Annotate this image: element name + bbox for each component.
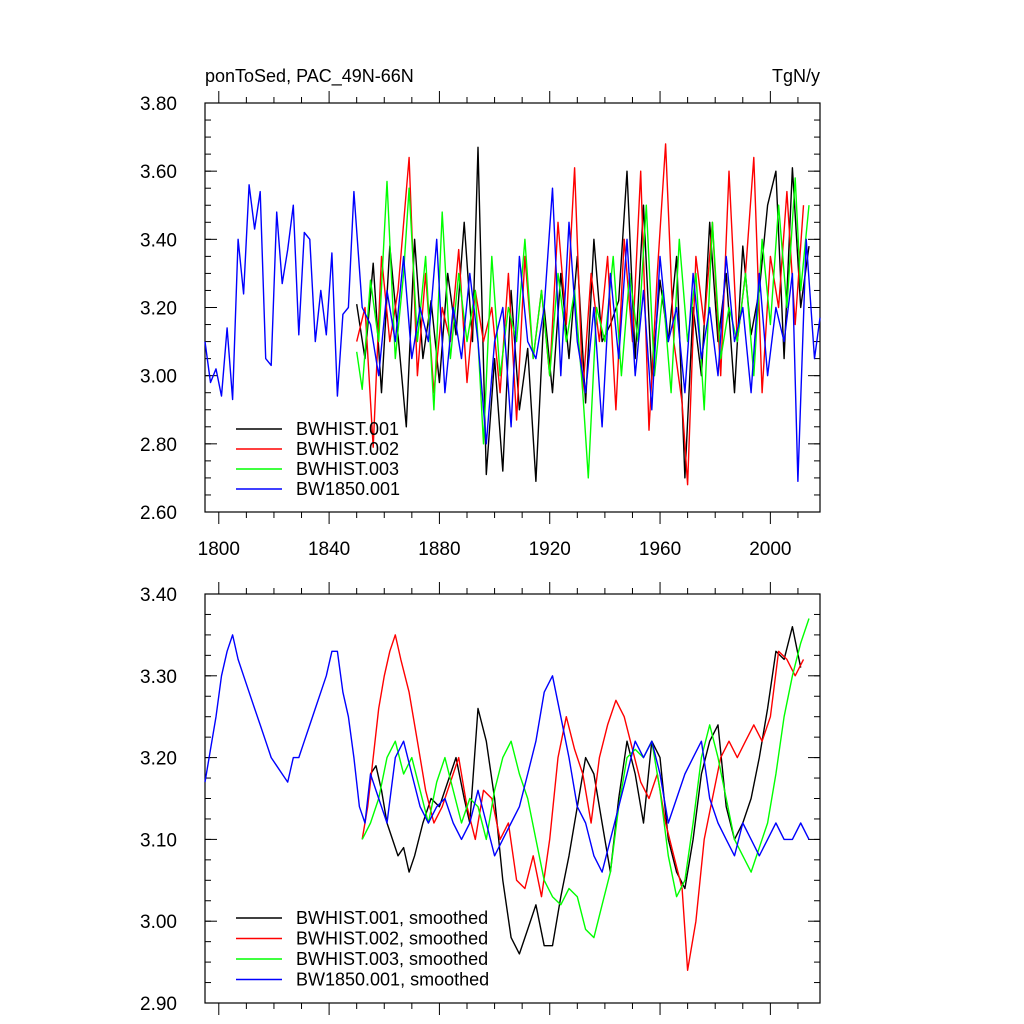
top-chart: ponToSed, PAC_49N-66N TgN/y 2.60 2.80 3.00…: [140, 66, 821, 560]
series-line-3: [356, 177, 810, 479]
series-line-2: [361, 634, 805, 971]
legend-label: BWHIST.003: [296, 459, 399, 479]
series-line-3: [361, 618, 810, 939]
y-tick-label: 3.60: [140, 162, 177, 183]
y-tick-label: 2.60: [140, 503, 177, 524]
bottom-series-group: [204, 618, 810, 971]
y-tick-label: 3.00: [140, 367, 177, 388]
series-line-1: [356, 146, 810, 482]
legend-label: BWHIST.003, smoothed: [296, 949, 488, 969]
x-tick-label: 1800: [198, 539, 240, 560]
x-tick-label: 1960: [639, 539, 681, 560]
x-tick-label: 2000: [749, 539, 791, 560]
bottom-chart: 2.90 3.00 3.10 3.20 3.30 3.40 BWHIST.001, smo…: [140, 582, 821, 1015]
legend-label: BWHIST.001, smoothed: [296, 908, 488, 928]
x-tick-label: 1920: [529, 539, 571, 560]
bottom-axis-ticks: 2.90 3.00 3.10 3.20 3.30 3.40: [140, 582, 820, 1015]
units-label: TgN/y: [772, 66, 820, 86]
x-tick-label: 1840: [308, 539, 350, 560]
y-tick-label: 3.20: [140, 749, 177, 770]
series-line-4: [204, 184, 821, 482]
legend-label: BWHIST.001: [296, 419, 399, 439]
y-tick-label: 3.10: [140, 830, 177, 851]
y-tick-label: 3.20: [140, 299, 177, 320]
y-tick-label: 2.80: [140, 435, 177, 456]
legend-label: BW1850.001: [296, 479, 400, 499]
y-tick-label: 3.00: [140, 912, 177, 933]
series-line-2: [356, 143, 805, 486]
legend-label: BWHIST.002, smoothed: [296, 929, 488, 949]
y-tick-label: 3.40: [140, 585, 177, 606]
y-tick-label: 3.80: [140, 94, 177, 115]
chart-title: ponToSed, PAC_49N-66N: [205, 66, 414, 87]
series-line-4: [204, 634, 810, 873]
y-tick-label: 3.30: [140, 667, 177, 688]
legend-label: BWHIST.002: [296, 439, 399, 459]
y-tick-label: 3.40: [140, 230, 177, 251]
y-tick-label: 2.90: [140, 994, 177, 1015]
top-axis-ticks: 2.60 2.80 3.00 3.20 3.40 3.60 3.80 1800 1840 1880…: [140, 91, 820, 560]
top-series-group: [204, 143, 821, 486]
legend-label: BW1850.001, smoothed: [296, 970, 489, 990]
x-tick-label: 1880: [418, 539, 460, 560]
